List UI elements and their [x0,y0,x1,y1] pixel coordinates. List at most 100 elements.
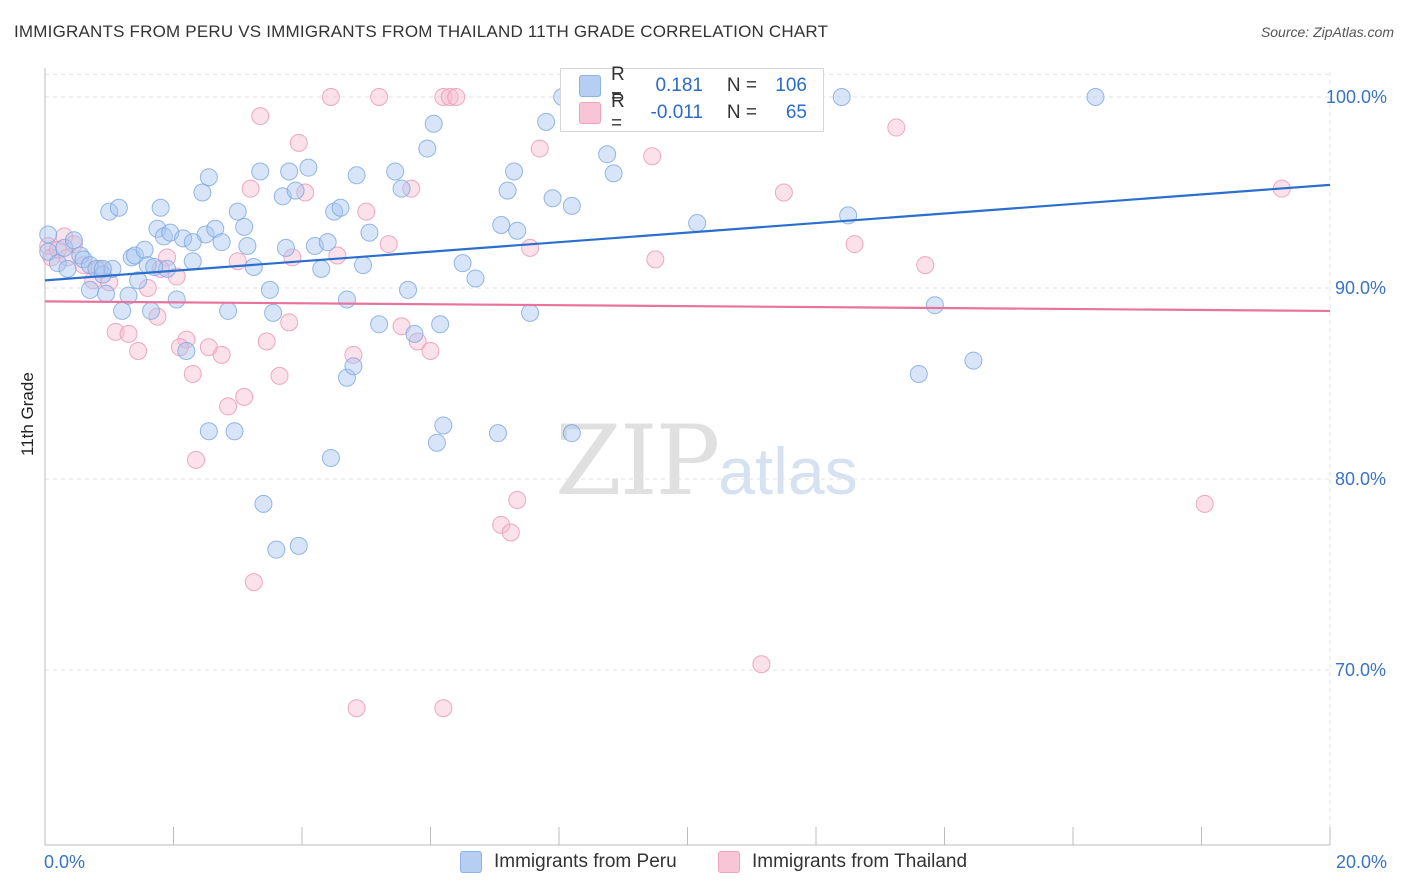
thailand-points [39,88,1291,718]
peru-point [354,256,373,275]
grid-lines [45,72,1331,845]
peru-point [424,114,443,133]
peru-point [331,198,350,217]
peru-point [344,357,363,376]
peru-point [251,162,270,181]
peru-point [431,315,450,334]
thailand-point [774,183,793,202]
peru-point [832,88,851,106]
thailand-point [447,88,466,106]
peru-point [100,202,119,221]
thailand-point [289,133,308,152]
thailand-point [280,313,299,332]
thailand-legend-swatch [718,851,740,873]
peru-point [598,145,617,164]
thailand-point [183,364,202,383]
thailand-point [357,202,376,221]
peru-point [688,214,707,233]
peru-point [225,422,244,441]
peru-point [193,183,212,202]
watermark-zip: ZIP [555,405,720,517]
peru-swatch [579,75,601,97]
thailand-point [370,88,389,106]
watermark: ZIPatlas [555,405,858,517]
peru-point [183,233,202,252]
peru-point [228,202,247,221]
thailand-point [244,573,263,592]
peru-point [103,259,122,278]
peru-point [386,162,405,181]
thailand-point [916,256,935,275]
trend-lines [44,183,1331,313]
axes [44,68,1331,846]
peru-point [93,259,112,278]
peru-point [64,231,83,250]
peru-point [405,324,424,343]
peru-point [392,179,411,198]
thailand-point [212,345,231,364]
peru-point [80,280,99,299]
y-tick-label-90: 90.0% [1335,278,1387,298]
peru-point [537,112,556,131]
thailand-point [887,118,906,137]
thailand-point [219,397,238,416]
thailand-point [501,523,520,542]
peru-legend-swatch [460,851,482,873]
peru-point [521,303,540,322]
thailand-point [440,88,459,106]
thailand-point [235,387,254,406]
y-axis-title: 11th Grade [18,372,37,456]
thailand-point [251,107,270,126]
peru-point [1086,88,1105,106]
peru-point [267,540,286,559]
peru-r-label: R = [611,64,625,107]
thailand-point [321,88,340,106]
peru-point [399,280,418,299]
peru-point [142,301,161,320]
thailand-point [530,139,549,158]
peru-point [109,198,128,217]
peru-point [337,368,356,387]
thailand-n-value: 65 [785,102,807,123]
x-tick-label-max: 20.0% [1336,852,1388,872]
peru-point [604,164,623,183]
peru-point [48,254,67,273]
peru-point [177,342,196,361]
peru-point [370,315,389,334]
thailand-point [347,699,366,718]
legend-item-peru[interactable]: Immigrants from Peru [460,851,677,873]
peru-point [434,416,453,435]
peru-n-value: 106 [775,75,807,96]
peru-point [167,290,186,309]
source-label: Source: ZipAtlas.com [1260,24,1394,40]
peru-point [347,166,366,185]
peru-point [488,424,507,443]
peru-point [183,252,202,271]
peru-point [286,181,305,200]
peru-point [505,162,524,181]
peru-point [135,240,154,259]
peru-point [543,189,562,208]
thailand-point [402,179,421,198]
peru-point [58,259,77,278]
thailand-point [1195,494,1214,513]
thailand-point [167,267,186,286]
stats-row-peru: R = 0.181 N = 106 [579,64,807,107]
thailand-point [129,342,148,361]
peru-point [199,422,218,441]
peru-point [909,364,928,383]
peru-point [174,229,193,248]
peru-point [238,236,257,255]
peru-point [97,284,116,303]
stats-row-thailand: R = -0.011 N = 65 [579,91,807,134]
chart-title: IMMIGRANTS FROM PERU VS IMMIGRANTS FROM … [14,22,829,41]
peru-point [498,181,517,200]
peru-point [964,351,983,370]
legend-item-thailand[interactable]: Immigrants from Thailand [718,851,967,873]
thailand-point [646,250,665,269]
peru-point [119,286,138,305]
peru-point [212,233,231,252]
peru-point [299,158,318,177]
thailand-point [186,450,205,469]
peru-point [289,536,308,555]
